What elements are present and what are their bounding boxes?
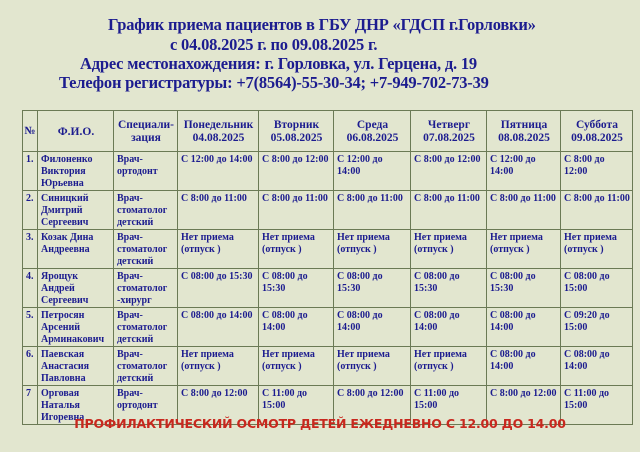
row-number: 5. [22, 307, 38, 347]
column-header: № [22, 110, 38, 152]
row-number: 2. [22, 190, 38, 230]
table-row: 1. Филоненко Виктория Юрьевна Врач-ортодон… [22, 151, 633, 191]
schedule-cell: С 08:00 до 14:00 [177, 307, 259, 347]
doctor-name: Козак Дина Андреевна [37, 229, 114, 269]
table-row: 6. Паевская Анастасия Павловна Врач-стомат… [22, 346, 633, 386]
specialization: Врач-стоматолог -хирург [113, 268, 178, 308]
schedule-cell: С 08:00 до 14:00 [560, 346, 633, 386]
schedule-cell: С 11:00 до 15:00 [258, 385, 334, 425]
column-header: Ф.И.О. [37, 110, 114, 152]
row-number: 4. [22, 268, 38, 308]
column-header: Специали-зация [113, 110, 178, 152]
schedule-cell: С 11:00 до 15:00 [410, 385, 487, 425]
clinic-address: Адрес местонахождения: г. Горловка, ул. … [80, 54, 477, 73]
column-header: Вторник 05.08.2025 [258, 110, 334, 152]
specialization: Врач-стоматолог детский [113, 307, 178, 347]
column-header: Четверг 07.08.2025 [410, 110, 487, 152]
schedule-cell: С 08:00 до 15:30 [486, 268, 561, 308]
doctor-name: Орговая Наталья Игоревна [37, 385, 114, 425]
column-header: Суббота 09.08.2025 [560, 110, 633, 152]
schedule-cell: С 08:00 до 15:30 [333, 268, 411, 308]
doctor-name: Паевская Анастасия Павловна [37, 346, 114, 386]
schedule-cell: С 08:00 до 14:00 [486, 346, 561, 386]
table-row: 4. Ярощук Андрей Сергеевич Врач-стоматолог… [22, 268, 633, 308]
schedule-cell: С 12:00 до 14:00 [486, 151, 561, 191]
schedule-cell: С 08:00 до 14:00 [410, 307, 487, 347]
schedule-cell: Нет приема (отпуск ) [410, 229, 487, 269]
checkup-notice: ПРОФИЛАКТИЧЕСКИЙ ОСМОТР ДЕТЕЙ ЕЖЕДНЕВНО … [74, 416, 566, 431]
specialization: Врач-стоматолог детский [113, 229, 178, 269]
schedule-cell: Нет приема (отпуск ) [258, 346, 334, 386]
schedule-cell: С 8:00 до 12:00 [560, 151, 633, 191]
schedule-cell: С 8:00 до 11:00 [258, 190, 334, 230]
schedule-cell: С 8:00 до 11:00 [560, 190, 633, 230]
specialization: Врач-стоматолог детский [113, 190, 178, 230]
schedule-cell: С 08:00 до 15:30 [410, 268, 487, 308]
schedule-cell: Нет приема (отпуск ) [486, 229, 561, 269]
schedule-cell: С 08:00 до 14:00 [258, 307, 334, 347]
schedule-title: График приема пациентов в ГБУ ДНР «ГДСП … [108, 15, 536, 34]
doctor-name: Ярощук Андрей Сергеевич [37, 268, 114, 308]
schedule-cell: С 8:00 до 12:00 [333, 385, 411, 425]
schedule-cell: Нет приема (отпуск ) [177, 229, 259, 269]
specialization: Врач-ортодонт [113, 385, 178, 425]
schedule-cell: Нет приема (отпуск ) [258, 229, 334, 269]
schedule-cell: С 11:00 до 15:00 [560, 385, 633, 425]
schedule-cell: С 8:00 до 12:00 [258, 151, 334, 191]
column-header: Понедельник 04.08.2025 [177, 110, 259, 152]
table-row: 5. Петросян Арсений Арминакович Врач-стома… [22, 307, 633, 347]
schedule-cell: Нет приема (отпуск ) [410, 346, 487, 386]
doctor-name: Синицкий Дмитрий Сергеевич [37, 190, 114, 230]
schedule-cell: С 8:00 до 11:00 [486, 190, 561, 230]
column-header: Пятница 08.08.2025 [486, 110, 561, 152]
schedule-cell: С 08:00 до 14:00 [486, 307, 561, 347]
column-header: Среда 06.08.2025 [333, 110, 411, 152]
schedule-cell: Нет приема (отпуск ) [177, 346, 259, 386]
schedule-cell: С 08:00 до 15:00 [560, 268, 633, 308]
schedule-cell: Нет приема (отпуск ) [333, 229, 411, 269]
schedule-cell: С 8:00 до 12:00 [177, 385, 259, 425]
schedule-cell: С 12:00 до 14:00 [333, 151, 411, 191]
schedule-cell: С 8:00 до 11:00 [410, 190, 487, 230]
schedule-table: № Ф.И.О. Специали-зация Понедельник 04.08.2… [22, 110, 633, 425]
doctor-name: Филоненко Виктория Юрьевна [37, 151, 114, 191]
doctor-name: Петросян Арсений Арминакович [37, 307, 114, 347]
row-number: 6. [22, 346, 38, 386]
table-header-row: № Ф.И.О. Специали-зация Понедельник 04.08.2… [22, 110, 633, 152]
table-row: 3. Козак Дина Андреевна Врач-стоматолог де… [22, 229, 633, 269]
table-row: 2. Синицкий Дмитрий Сергеевич Врач-стомато… [22, 190, 633, 230]
schedule-period: с 04.08.2025 г. по 09.08.2025 г. [170, 35, 378, 54]
row-number: 1. [22, 151, 38, 191]
row-number: 3. [22, 229, 38, 269]
specialization: Врач-ортодонт [113, 151, 178, 191]
schedule-cell: С 12:00 до 14:00 [177, 151, 259, 191]
schedule-cell: С 08:00 до 15:30 [258, 268, 334, 308]
specialization: Врач-стоматолог детский [113, 346, 178, 386]
schedule-cell: С 8:00 до 11:00 [177, 190, 259, 230]
schedule-cell: С 08:00 до 14:00 [333, 307, 411, 347]
table-row: 7 Орговая Наталья Игоревна Врач-ортодонт С … [22, 385, 633, 425]
schedule-cell: С 8:00 до 12:00 [410, 151, 487, 191]
schedule-cell: Нет приема (отпуск ) [560, 229, 633, 269]
registry-phone: Телефон регистратуры: +7(8564)-55-30-34;… [59, 73, 489, 92]
schedule-cell: С 08:00 до 15:30 [177, 268, 259, 308]
schedule-cell: С 8:00 до 11:00 [333, 190, 411, 230]
schedule-cell: Нет приема (отпуск ) [333, 346, 411, 386]
schedule-cell: С 09:20 до 15:00 [560, 307, 633, 347]
